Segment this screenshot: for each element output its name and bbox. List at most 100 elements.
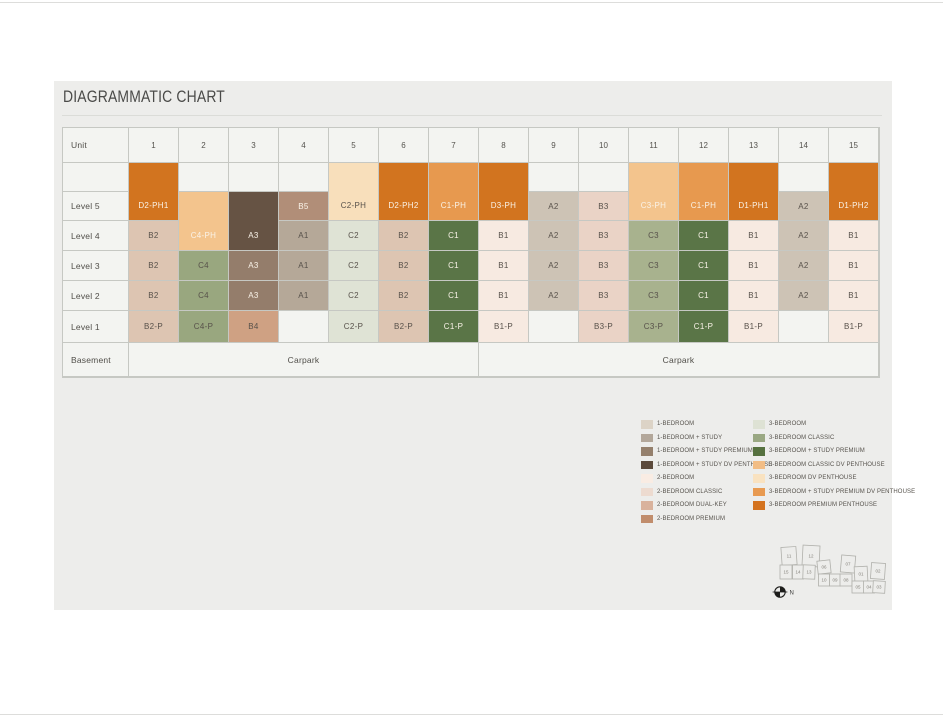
- legend-item: 1-BEDROOM + STUDY DV PENTHOUSE: [641, 460, 772, 469]
- unit-column-header: 10: [579, 128, 629, 163]
- unit-cell[interactable]: C1: [679, 221, 729, 251]
- unit-cell[interactable]: D2-PH2: [379, 163, 429, 221]
- svg-text:14: 14: [795, 570, 801, 575]
- unit-cell[interactable]: B3: [579, 221, 629, 251]
- legend-label: 3-BEDROOM + STUDY PREMIUM DV PENTHOUSE: [769, 488, 916, 495]
- legend-label: 2-BEDROOM: [657, 475, 695, 482]
- unit-column-header: 14: [779, 128, 829, 163]
- row-label: Level 4: [63, 221, 129, 251]
- unit-column-header: 5: [329, 128, 379, 163]
- minimap-unit: 01: [853, 565, 869, 583]
- unit-cell[interactable]: C1-PH: [679, 163, 729, 221]
- legend-swatch: [641, 447, 653, 456]
- carpark-cell: Carpark: [129, 343, 479, 377]
- unit-cell[interactable]: C3-PH: [629, 163, 679, 221]
- unit-cell[interactable]: C4-PH: [179, 192, 229, 251]
- unit-cell[interactable]: B2: [129, 251, 179, 281]
- unit-cell[interactable]: D1-PH2: [829, 163, 879, 221]
- unit-cell[interactable]: C1: [429, 251, 479, 281]
- unit-cell[interactable]: B2: [129, 281, 179, 311]
- unit-cell[interactable]: C2: [329, 281, 379, 311]
- unit-cell[interactable]: A2: [529, 281, 579, 311]
- minimap-unit: 07: [839, 554, 857, 574]
- unit-cell[interactable]: C2: [329, 251, 379, 281]
- unit-cell[interactable]: C3: [629, 221, 679, 251]
- unit-cell[interactable]: C3: [629, 281, 679, 311]
- legend-item: 3-BEDROOM: [753, 420, 915, 429]
- unit-cell[interactable]: A2: [779, 281, 829, 311]
- unit-cell[interactable]: A3: [229, 192, 279, 251]
- unit-cell[interactable]: C2: [329, 221, 379, 251]
- minimap-unit: 09: [829, 573, 841, 587]
- unit-cell[interactable]: B1: [829, 221, 879, 251]
- unit-cell[interactable]: A3: [229, 251, 279, 281]
- unit-cell[interactable]: B2: [379, 251, 429, 281]
- unit-cell[interactable]: C1: [429, 221, 479, 251]
- unit-cell[interactable]: B2: [379, 221, 429, 251]
- unit-column-header: 6: [379, 128, 429, 163]
- unit-cell[interactable]: A1: [279, 221, 329, 251]
- unit-cell[interactable]: C1-P: [679, 311, 729, 343]
- unit-cell[interactable]: C3-P: [629, 311, 679, 343]
- unit-cell[interactable]: A2: [529, 192, 579, 221]
- legend-swatch: [641, 474, 653, 483]
- legend-swatch: [641, 501, 653, 510]
- unit-cell[interactable]: A2: [779, 221, 829, 251]
- minimap-unit: 02: [870, 562, 886, 580]
- unit-cell[interactable]: C1: [679, 251, 729, 281]
- unit-cell[interactable]: B2: [129, 221, 179, 251]
- legend-label: 1-BEDROOM + STUDY PREMIUM: [657, 448, 753, 455]
- unit-cell[interactable]: B1: [729, 251, 779, 281]
- minimap-unit: 13: [802, 564, 816, 580]
- unit-cell[interactable]: B1-P: [479, 311, 529, 343]
- unit-corner-header: Unit: [63, 128, 129, 163]
- legend-item: 2-BEDROOM CLASSIC: [641, 487, 772, 496]
- unit-cell[interactable]: C1: [429, 281, 479, 311]
- unit-cell[interactable]: A2: [779, 192, 829, 221]
- unit-cell[interactable]: B3-P: [579, 311, 629, 343]
- unit-cell[interactable]: A2: [529, 221, 579, 251]
- unit-cell[interactable]: A1: [279, 281, 329, 311]
- unit-cell[interactable]: C2-PH: [329, 163, 379, 221]
- unit-cell[interactable]: B1-P: [829, 311, 879, 343]
- unit-cell[interactable]: B1: [729, 221, 779, 251]
- unit-cell[interactable]: A1: [279, 251, 329, 281]
- unit-cell[interactable]: B3: [579, 281, 629, 311]
- row-label: Level 5: [63, 192, 129, 221]
- unit-cell[interactable]: B1-P: [729, 311, 779, 343]
- row-label-spacer: [63, 163, 129, 192]
- unit-cell[interactable]: B1: [729, 281, 779, 311]
- unit-cell[interactable]: B2-P: [379, 311, 429, 343]
- unit-cell[interactable]: A3: [229, 281, 279, 311]
- unit-cell[interactable]: B1: [829, 251, 879, 281]
- page-title: DIAGRAMMATIC CHART: [63, 87, 225, 106]
- unit-cell[interactable]: C4: [179, 251, 229, 281]
- legend-column-right: 3-BEDROOM 3-BEDROOM CLASSIC 3-BEDROOM + ST…: [753, 420, 915, 510]
- unit-cell[interactable]: B3: [579, 192, 629, 221]
- unit-cell[interactable]: B2-P: [129, 311, 179, 343]
- unit-cell[interactable]: C1: [679, 281, 729, 311]
- unit-cell[interactable]: B1: [479, 281, 529, 311]
- legend-label: 1-BEDROOM: [657, 421, 695, 428]
- unit-cell[interactable]: B3: [579, 251, 629, 281]
- unit-cell[interactable]: B5: [279, 192, 329, 221]
- unit-cell[interactable]: C3: [629, 251, 679, 281]
- svg-text:12: 12: [808, 554, 814, 559]
- unit-cell[interactable]: C2-P: [329, 311, 379, 343]
- unit-cell[interactable]: C1-PH: [429, 163, 479, 221]
- unit-cell[interactable]: C4: [179, 281, 229, 311]
- unit-cell[interactable]: B4: [229, 311, 279, 343]
- unit-cell[interactable]: C4-P: [179, 311, 229, 343]
- unit-cell[interactable]: B2: [379, 281, 429, 311]
- svg-text:03: 03: [876, 585, 882, 590]
- unit-cell[interactable]: B1: [479, 221, 529, 251]
- unit-cell[interactable]: A2: [529, 251, 579, 281]
- unit-cell[interactable]: A2: [779, 251, 829, 281]
- legend-label: 2-BEDROOM CLASSIC: [657, 488, 723, 495]
- unit-cell[interactable]: D1-PH1: [729, 163, 779, 221]
- unit-cell[interactable]: D2-PH1: [129, 163, 179, 221]
- unit-cell[interactable]: B1: [829, 281, 879, 311]
- unit-cell[interactable]: D3-PH: [479, 163, 529, 221]
- unit-cell[interactable]: B1: [479, 251, 529, 281]
- unit-cell[interactable]: C1-P: [429, 311, 479, 343]
